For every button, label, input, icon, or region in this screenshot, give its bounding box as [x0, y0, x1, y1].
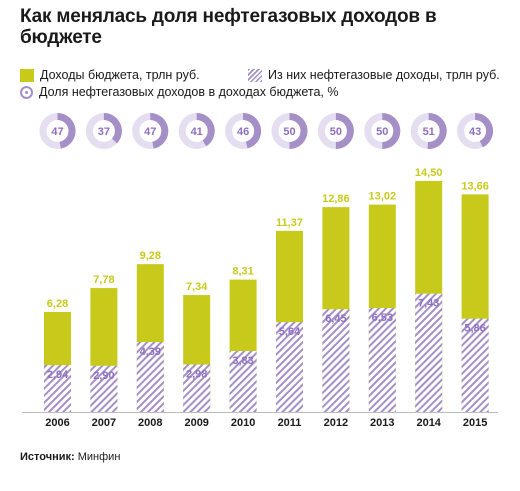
legend-swatch-revenue	[20, 69, 34, 82]
share-donut: 46	[225, 113, 262, 149]
share-donut-hole	[371, 120, 394, 142]
source-label: Источник:	[20, 451, 75, 463]
x-tick-label: 2010	[231, 417, 255, 429]
revenue-value-label: 8,31	[232, 266, 253, 278]
share-donut-hole	[324, 120, 347, 142]
oilgas-bar	[44, 365, 71, 412]
share-donut-hole	[464, 120, 487, 142]
share-donut: 41	[178, 112, 215, 149]
legend-label-revenue: Доходы бюджета, трлн руб.	[40, 68, 200, 82]
x-tick-label: 2014	[416, 417, 441, 429]
oilgas-value-label: 3,83	[232, 355, 253, 367]
share-donut: 51	[410, 113, 447, 149]
share-donut: 47	[132, 113, 169, 149]
legend-label-oilgas: Из них нефтегазовые доходы, трлн руб.	[268, 68, 500, 82]
share-value-label: 41	[191, 126, 203, 138]
share-donut-hole	[232, 120, 255, 142]
share-donut-hole	[46, 120, 69, 142]
revenue-value-label: 14,50	[415, 167, 443, 179]
share-donut-hole	[139, 120, 162, 142]
oilgas-bar	[415, 293, 443, 412]
share-donut-hole	[417, 120, 440, 142]
legend-label-share: Доля нефтегазовых доходов в доходах бюдж…	[39, 85, 339, 99]
x-tick-label: 2015	[463, 417, 487, 429]
share-donut: 50	[364, 113, 401, 149]
x-tick-label: 2011	[278, 417, 302, 429]
oilgas-bar	[229, 350, 257, 412]
oilgas-value-label: 4,39	[140, 346, 161, 358]
oilgas-bar	[276, 322, 303, 412]
share-donut: 37	[85, 113, 122, 149]
revenue-value-label: 7,78	[93, 274, 114, 286]
legend-swatch-share	[20, 86, 33, 99]
share-donut-hole	[185, 120, 208, 142]
x-tick-label: 2008	[138, 417, 162, 429]
share-value-label: 46	[237, 126, 249, 138]
x-tick-label: 2006	[45, 417, 69, 429]
revenue-value-label: 7,34	[186, 281, 208, 293]
oilgas-bar	[322, 309, 350, 412]
oilgas-bar	[368, 307, 396, 412]
oilgas-value-label: 2,98	[186, 369, 207, 381]
revenue-value-label: 12,86	[322, 193, 350, 205]
oilgas-value-label: 2,94	[47, 369, 69, 381]
x-tick-labels: 2006 2007 2008 2009 2010 2011 2012 2013 2014 2015	[45, 417, 487, 429]
oilgas-bar	[136, 342, 164, 412]
revenue-value-label: 6,28	[47, 298, 68, 310]
revenue-value-label: 13,66	[461, 180, 489, 192]
revenue-value-label: 9,28	[140, 250, 161, 262]
share-donut: 50	[271, 113, 308, 149]
source-value: Минфин	[77, 451, 121, 463]
chart-title: Как менялась доля нефтегазовых доходов в…	[20, 6, 437, 48]
x-tick-label: 2012	[324, 417, 348, 429]
share-donut: 43	[457, 113, 494, 149]
share-donut: 50	[317, 113, 354, 149]
oilgas-value-label: 6,45	[325, 313, 346, 325]
share-value-label: 51	[423, 126, 435, 138]
share-value-label: 50	[283, 126, 295, 138]
x-tick-label: 2007	[92, 417, 116, 429]
share-value-label: 37	[98, 126, 110, 138]
legend-item-revenue: Доходы бюджета, трлн руб.	[20, 68, 200, 83]
legend-item-share: Доля нефтегазовых доходов в доходах бюдж…	[20, 85, 338, 100]
share-value-label: 47	[51, 126, 63, 138]
oilgas-bar	[183, 364, 211, 412]
revenue-value-label: 13,02	[369, 191, 397, 203]
oilgas-value-label: 5,64	[279, 326, 301, 338]
oilgas-value-label: 5,86	[464, 323, 485, 335]
oilgas-value-label: 7,43	[418, 298, 439, 310]
share-value-label: 50	[330, 126, 342, 138]
share-donuts: 47 37 47 41 46 50 50 50 51 43	[39, 112, 494, 149]
x-tick-label: 2013	[370, 417, 394, 429]
oilgas-value-label: 6,53	[372, 312, 393, 324]
share-donut-hole	[92, 120, 115, 142]
revenue-value-label: 11,37	[276, 217, 303, 229]
share-donut: 47	[39, 113, 76, 149]
legend-item-oilgas: Из них нефтегазовые доходы, трлн руб.	[248, 68, 500, 83]
bars: 6,28 2,94 7,78 2,90 9,28 4,39 7,34 2,98 8,31 3,83…	[44, 167, 489, 412]
x-tick-label: 2009	[184, 417, 208, 429]
oilgas-bar	[90, 365, 118, 412]
share-value-label: 50	[376, 126, 388, 138]
share-value-label: 43	[469, 126, 481, 138]
share-value-label: 47	[144, 126, 156, 138]
share-donut-hole	[278, 120, 301, 142]
oilgas-value-label: 2,90	[93, 370, 114, 382]
legend-swatch-oilgas	[248, 69, 262, 82]
source-note: Источник: Минфин	[20, 451, 120, 463]
oilgas-bar	[461, 318, 489, 412]
